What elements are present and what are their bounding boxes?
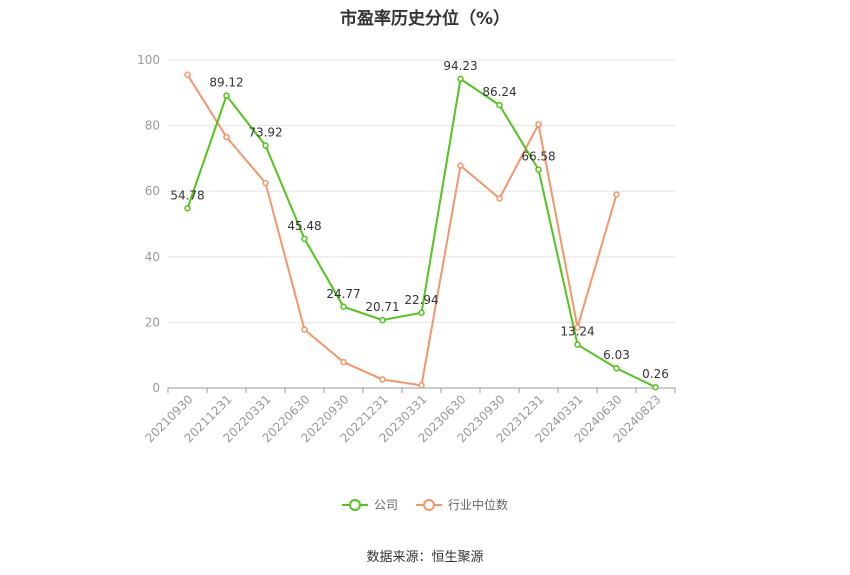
data-point-company[interactable] <box>418 309 425 317</box>
data-point-industry-median[interactable] <box>457 162 464 169</box>
data-point-company[interactable] <box>340 303 347 311</box>
data-point-industry-median[interactable] <box>184 71 191 79</box>
data-point-company[interactable] <box>652 383 659 391</box>
x-axis: 2021093020211231202203312022063020220930… <box>143 387 676 445</box>
data-point-company[interactable] <box>301 235 308 243</box>
chart-title: 市盈率历史分位（%） <box>339 9 511 29</box>
legend-industry-swatch-icon <box>416 498 442 511</box>
grid-lines <box>168 59 675 323</box>
data-point-company[interactable] <box>379 316 386 324</box>
data-point-company[interactable] <box>262 142 269 149</box>
data-label: 66.58 <box>521 150 555 164</box>
y-tick-label: 20 <box>145 315 160 329</box>
y-tick-label: 100 <box>137 53 160 67</box>
data-point-company[interactable] <box>457 75 464 83</box>
data-label: 54.78 <box>170 188 204 202</box>
legend-industry-median-label: 行业中位数 <box>448 498 509 512</box>
y-axis: 0 20 40 60 80 100 <box>137 53 160 395</box>
legend: 公司 行业中位数 <box>0 496 850 513</box>
data-point-industry-median[interactable] <box>418 382 425 389</box>
data-label: 24.77 <box>326 287 360 301</box>
data-label: 73.92 <box>248 126 282 140</box>
data-point-industry-median[interactable] <box>613 191 620 198</box>
legend-company-label: 公司 <box>373 498 398 512</box>
data-label: 20.71 <box>365 300 399 314</box>
data-point-industry-median[interactable] <box>262 179 269 187</box>
data-label: 6.03 <box>603 348 630 362</box>
data-point-industry-median[interactable] <box>379 376 386 383</box>
data-label: 22.94 <box>404 293 438 307</box>
series-lines <box>184 71 659 391</box>
data-label: 45.48 <box>287 219 321 233</box>
data-point-company[interactable] <box>574 341 581 348</box>
data-point-company[interactable] <box>496 101 503 109</box>
data-point-industry-median[interactable] <box>496 195 503 202</box>
data-label: 89.12 <box>209 76 243 90</box>
data-point-industry-median[interactable] <box>223 133 230 141</box>
data-point-industry-median[interactable] <box>535 121 542 128</box>
data-point-industry-median[interactable] <box>574 324 581 331</box>
data-point-company[interactable] <box>184 205 191 212</box>
data-label: 0.26 <box>642 367 669 381</box>
data-label: 94.23 <box>443 59 477 73</box>
data-point-industry-median[interactable] <box>301 326 308 333</box>
legend-item-industry-median[interactable]: 行业中位数 <box>416 496 508 513</box>
data-label: 13.24 <box>560 325 594 339</box>
y-tick-label: 80 <box>145 119 160 133</box>
data-labels: 54.78 89.12 73.92 45.48 24.77 20.71 22.94 94.23… <box>170 59 669 381</box>
data-label: 86.24 <box>482 85 516 99</box>
legend-company-swatch-icon <box>341 498 368 511</box>
data-point-company[interactable] <box>223 92 230 99</box>
data-point-company[interactable] <box>613 364 620 372</box>
y-tick-label: 40 <box>145 250 160 264</box>
y-tick-label: 60 <box>145 184 160 198</box>
data-source-note: 数据来源：恒生聚源 <box>366 550 484 565</box>
series-line-industry-median <box>186 74 618 387</box>
y-tick-label: 0 <box>152 381 160 395</box>
legend-item-company[interactable]: 公司 <box>341 496 398 513</box>
data-point-industry-median[interactable] <box>340 358 347 366</box>
data-point-company[interactable] <box>535 166 542 173</box>
